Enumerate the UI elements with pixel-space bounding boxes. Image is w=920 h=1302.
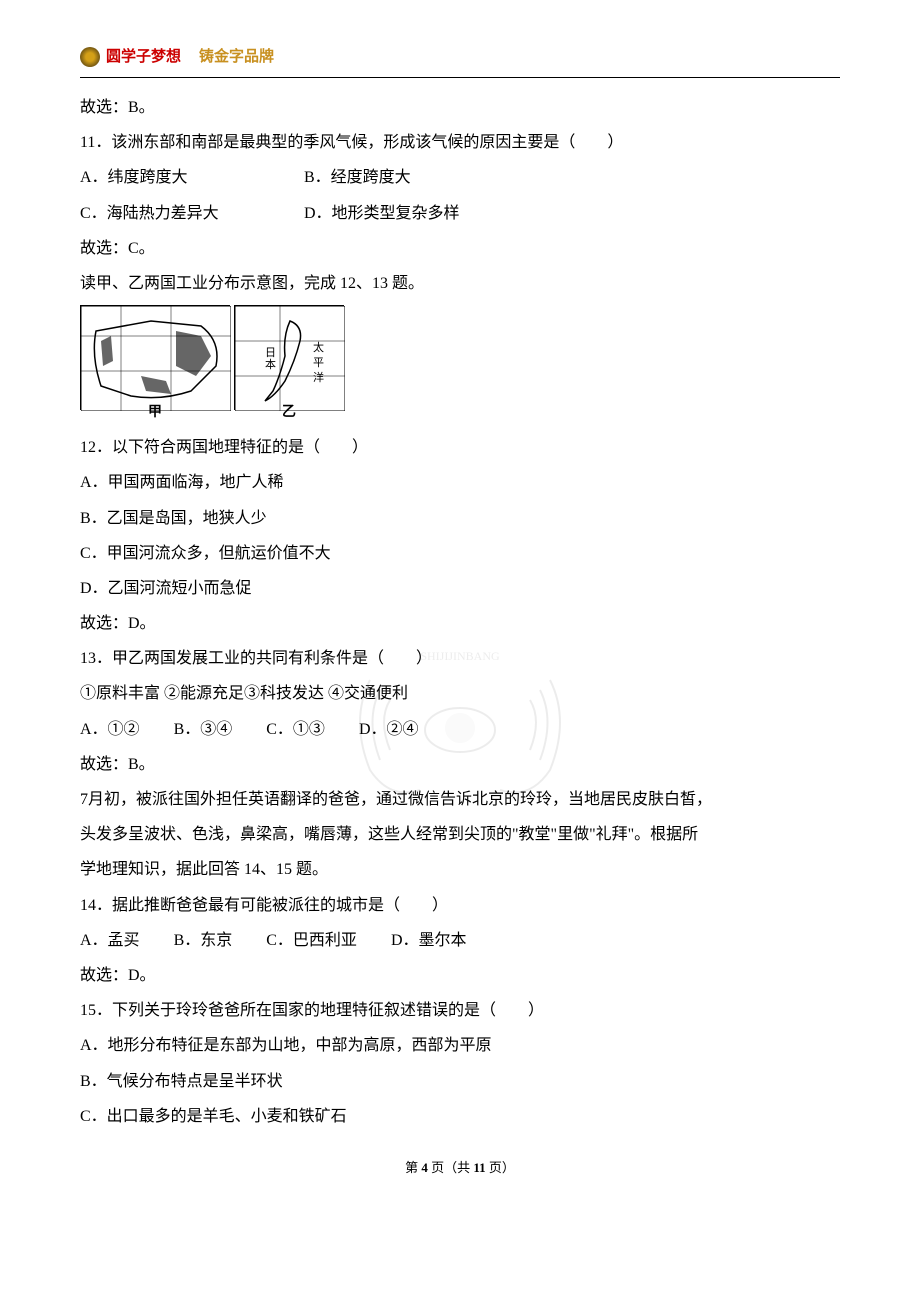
content: SHIJIJINBANG 故选：B。 11．该洲东部和南部是最典型的季风气候，形… xyxy=(80,90,840,1134)
option-14d: D．墨尔本 xyxy=(391,932,467,949)
page-footer: 第 4 页（共 11 页） xyxy=(80,1154,840,1183)
option-13c: C．①③ xyxy=(266,721,325,738)
option-14c: C．巴西利亚 xyxy=(266,932,357,949)
svg-text:太: 太 xyxy=(313,341,324,354)
header-brand-red: 圆学子梦想 xyxy=(106,40,181,73)
answer-text: 故选：B。 xyxy=(80,90,840,125)
option-11b: B．经度跨度大 xyxy=(304,169,411,186)
option-13b: B．③④ xyxy=(174,721,233,738)
footer-suffix: 页） xyxy=(486,1160,515,1175)
option-row: C．海陆热力差异大 D．地形类型复杂多样 xyxy=(80,196,840,231)
question-12: 12．以下符合两国地理特征的是（ ） xyxy=(80,430,840,465)
answer-text: 故选：C。 xyxy=(80,231,840,266)
question-13: 13．甲乙两国发展工业的共同有利条件是（ ） xyxy=(80,641,840,676)
option-row: A．①② B．③④ C．①③ D．②④ xyxy=(80,712,840,747)
instruction-text: 读甲、乙两国工业分布示意图，完成 12、13 题。 xyxy=(80,266,840,301)
option-15b: B．气候分布特点是呈半环状 xyxy=(80,1064,840,1099)
map-1-label: 甲 xyxy=(148,398,162,429)
option-row: A．纬度跨度大 B．经度跨度大 xyxy=(80,160,840,195)
passage-line: 7月初，被派往国外担任英语翻译的爸爸，通过微信告诉北京的玲玲，当地居民皮肤白皙， xyxy=(80,782,840,817)
option-12b: B．乙国是岛国，地狭人少 xyxy=(80,501,840,536)
page-header: 圆学子梦想 铸金字品牌 xyxy=(80,40,840,78)
option-12c: C．甲国河流众多，但航运价值不大 xyxy=(80,536,840,571)
header-brand-gold: 铸金字品牌 xyxy=(199,40,274,73)
passage-line: 学地理知识，据此回答 14、15 题。 xyxy=(80,852,840,887)
option-14b: B．东京 xyxy=(174,932,233,949)
question-15: 15．下列关于玲玲爸爸所在国家的地理特征叙述错误的是（ ） xyxy=(80,993,840,1028)
option-13d: D．②④ xyxy=(359,721,419,738)
svg-text:本: 本 xyxy=(265,357,276,371)
option-14a: A．孟买 xyxy=(80,932,140,949)
footer-page-total: 11 xyxy=(473,1160,485,1175)
footer-middle: 页（共 xyxy=(428,1160,474,1175)
question-14: 14．据此推断爸爸最有可能被派往的城市是（ ） xyxy=(80,888,840,923)
passage-line: 头发多呈波状、色浅，鼻梁高，嘴唇薄，这些人经常到尖顶的"教堂"里做"礼拜"。根据… xyxy=(80,817,840,852)
svg-text:日: 日 xyxy=(265,347,276,359)
svg-text:洋: 洋 xyxy=(313,370,324,384)
option-11c: C．海陆热力差异大 xyxy=(80,196,300,231)
answer-text: 故选：D。 xyxy=(80,958,840,993)
question-11: 11．该洲东部和南部是最典型的季风气候，形成该气候的原因主要是（ ） xyxy=(80,125,840,160)
option-15c: C．出口最多的是羊毛、小麦和铁矿石 xyxy=(80,1099,840,1134)
logo-icon xyxy=(80,47,100,67)
option-11d: D．地形类型复杂多样 xyxy=(304,205,460,222)
map-figure-1: 甲 xyxy=(80,305,230,410)
option-12a: A．甲国两面临海，地广人稀 xyxy=(80,465,840,500)
question-13-items: ①原料丰富 ②能源充足③科技发达 ④交通便利 xyxy=(80,676,840,711)
map-2-label: 乙 xyxy=(282,398,296,429)
option-11a: A．纬度跨度大 xyxy=(80,160,300,195)
option-15a: A．地形分布特征是东部为山地，中部为高原，西部为平原 xyxy=(80,1028,840,1063)
svg-text:平: 平 xyxy=(313,357,324,369)
answer-text: 故选：D。 xyxy=(80,606,840,641)
answer-text: 故选：B。 xyxy=(80,747,840,782)
map-figure-row: 甲 日 本 太 平 洋 乙 xyxy=(80,305,840,410)
footer-prefix: 第 xyxy=(405,1160,421,1175)
option-12d: D．乙国河流短小而急促 xyxy=(80,571,840,606)
option-13a: A．①② xyxy=(80,721,140,738)
map-figure-2: 日 本 太 平 洋 乙 xyxy=(234,305,344,410)
option-row: A．孟买 B．东京 C．巴西利亚 D．墨尔本 xyxy=(80,923,840,958)
